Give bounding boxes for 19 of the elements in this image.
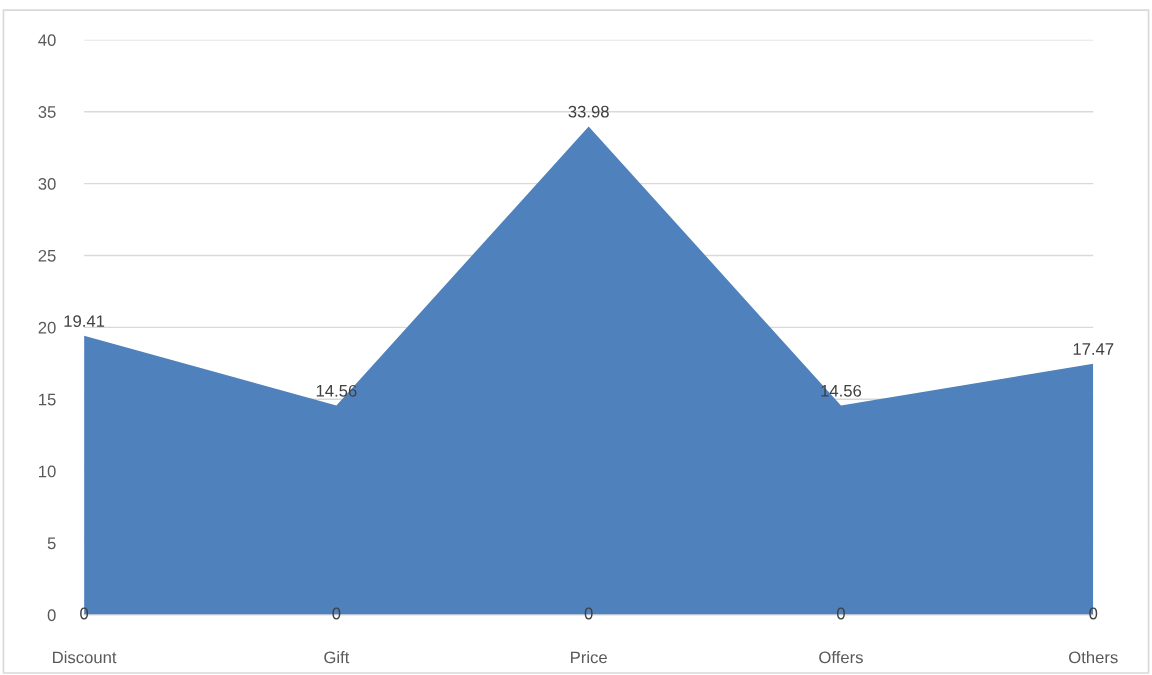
y-tick-label: 35 <box>38 106 56 118</box>
y-tick-label: 40 <box>38 34 56 47</box>
x-tick-label: Price <box>571 651 607 664</box>
y-tick-label: 25 <box>38 249 56 262</box>
annotation: 0 <box>80 607 89 620</box>
data-label: 17.47 <box>1073 343 1114 355</box>
y-tick-label: 5 <box>47 537 56 550</box>
y-tick-label: 10 <box>39 465 56 478</box>
x-tick-label: Discount <box>53 651 117 664</box>
y-tick-label: 15 <box>39 393 56 406</box>
y-tick-label: 20 <box>38 321 56 334</box>
data-label: 19.41 <box>64 315 105 328</box>
annotation: 0 <box>1089 607 1098 620</box>
y-tick-label: 0 <box>47 609 56 622</box>
y-tick-label: 30 <box>38 178 56 190</box>
data-label: 33.98 <box>568 105 609 118</box>
x-tick-label: Offers <box>819 651 863 664</box>
x-tick-label: Gift <box>324 651 350 664</box>
x-tick-label: Others <box>1069 651 1118 664</box>
